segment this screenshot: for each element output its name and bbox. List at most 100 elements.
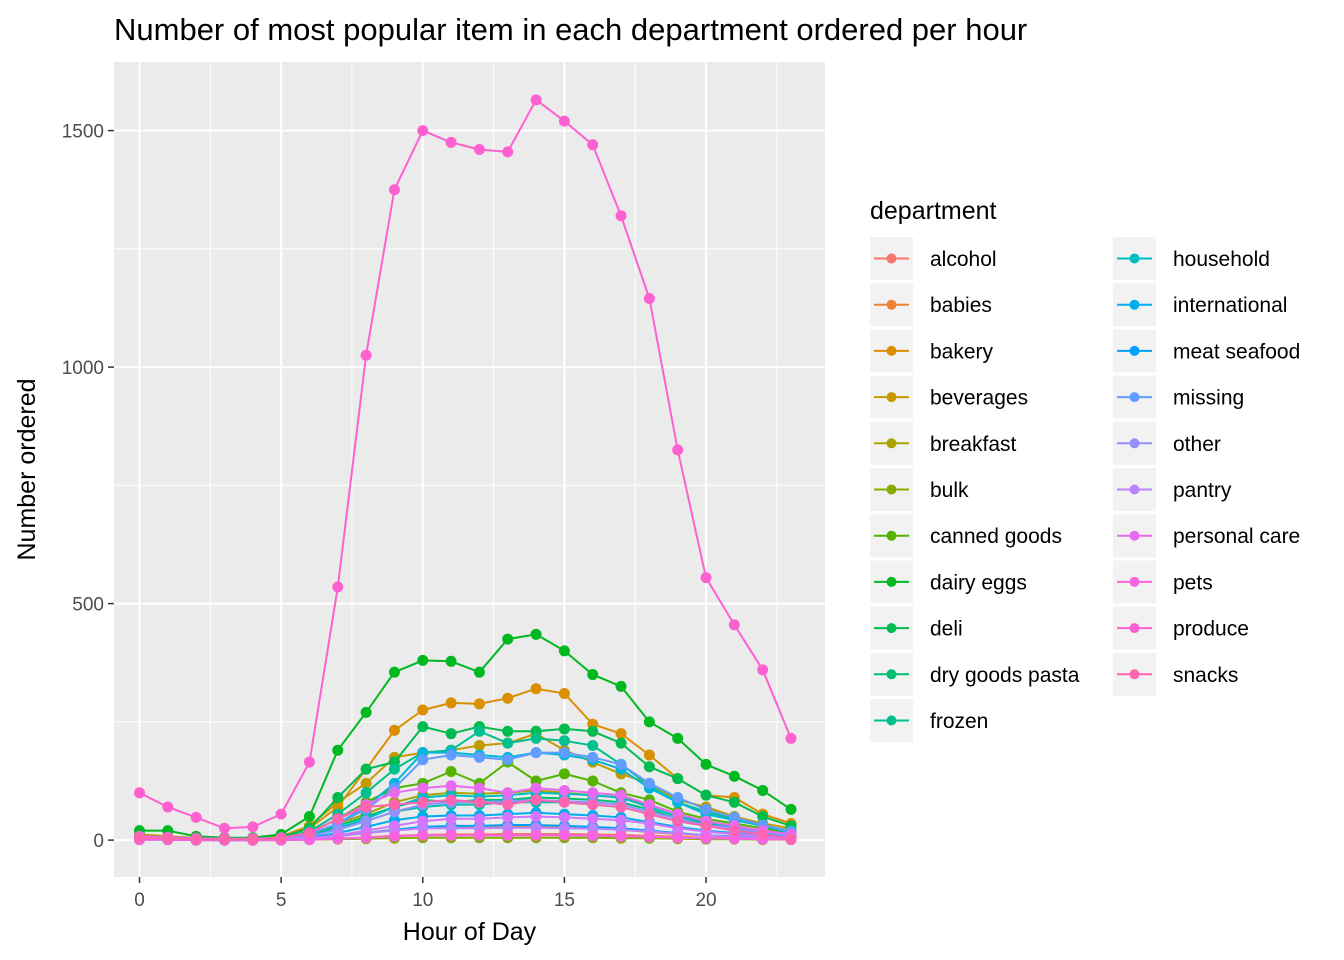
data-point [332,744,344,756]
series-23 [133,794,797,845]
data-point [473,751,485,763]
data-point [303,827,315,839]
data-point [360,763,372,775]
legend-item: missing [1113,375,1244,419]
legend-label: deli [930,618,963,641]
legend-item: produce [1113,606,1249,650]
data-point [587,740,599,752]
data-point [672,832,684,844]
legend-key-point [886,576,897,587]
data-point [615,728,627,740]
data-point [587,725,599,737]
legend-item: babies [870,283,992,327]
data-point [587,139,599,151]
data-point [757,810,769,822]
data-point [162,801,174,813]
legend-key-point [886,299,897,310]
data-point [558,811,570,823]
data-point [558,645,570,657]
legend-label: other [1173,433,1221,456]
data-point [247,833,259,845]
data-point [757,664,769,676]
data-point [445,813,457,825]
data-point [587,830,599,842]
legend-key-point [886,253,897,264]
legend-label: international [1173,294,1287,317]
legend-key-point [886,623,897,634]
data-point [643,293,655,305]
data-point [587,751,599,763]
data-point [700,572,712,584]
legend-item: breakfast [870,421,1017,465]
legend-item: pantry [1113,468,1232,511]
data-point [388,787,400,799]
data-point [502,633,514,645]
data-point [473,782,485,794]
data-point [388,820,400,832]
legend-key-point [886,530,897,541]
legend: department alcohol babies bakery beverages b… [870,197,1300,742]
data-point [643,777,655,789]
legend-key-point [886,715,897,726]
data-point [303,810,315,822]
data-point [275,832,287,844]
data-point [615,789,627,801]
x-axis-title: Hour of Day [403,918,537,946]
data-point [388,763,400,775]
legend-label: babies [930,294,992,317]
data-point [445,780,457,792]
data-point [700,789,712,801]
legend-key-point [1129,253,1140,264]
data-point [728,825,740,837]
legend-label: pantry [1173,479,1232,502]
data-point [558,784,570,796]
data-point [530,829,542,841]
data-point [558,768,570,780]
legend-item: dairy eggs [870,560,1027,604]
legend-item: meat seafood [1113,329,1300,373]
legend-item: bulk [870,468,969,511]
legend-key-point [1129,392,1140,403]
y-axis-title: Number ordered [13,378,41,560]
legend-label: pets [1173,571,1213,594]
data-point [303,756,315,768]
data-point [417,704,429,716]
x-tick-label: 5 [276,890,287,911]
y-tick-label: 1500 [62,122,104,143]
legend-key-point [886,392,897,403]
data-point [530,94,542,106]
data-point [728,811,740,823]
data-point [332,581,344,593]
data-point [700,803,712,815]
data-point [643,749,655,761]
data-point [417,654,429,666]
data-point [587,669,599,681]
data-point [615,737,627,749]
data-point [757,784,769,796]
grid-major [114,62,825,877]
legend-item: personal care [1113,514,1300,558]
legend-item: pets [1113,560,1213,604]
legend-item: beverages [870,375,1028,419]
data-point [417,721,429,733]
legend-label: dry goods pasta [930,664,1080,687]
data-point [218,833,230,845]
y-tick-label: 500 [72,595,104,616]
data-point [558,829,570,841]
data-point [275,808,287,820]
data-point [700,832,712,844]
legend-label: frozen [930,710,988,733]
legend-label: meat seafood [1173,340,1300,363]
legend-label: missing [1173,387,1244,410]
data-point [502,829,514,841]
data-point [332,813,344,825]
data-point [388,666,400,678]
y-tick-label: 1000 [62,358,104,379]
data-point [615,680,627,692]
data-point [757,828,769,840]
data-point [473,144,485,156]
legend-key-point [886,345,897,356]
data-point [445,655,457,667]
legend-key-point [886,669,897,680]
y-axis: 0 500 1000 1500 [62,122,114,852]
